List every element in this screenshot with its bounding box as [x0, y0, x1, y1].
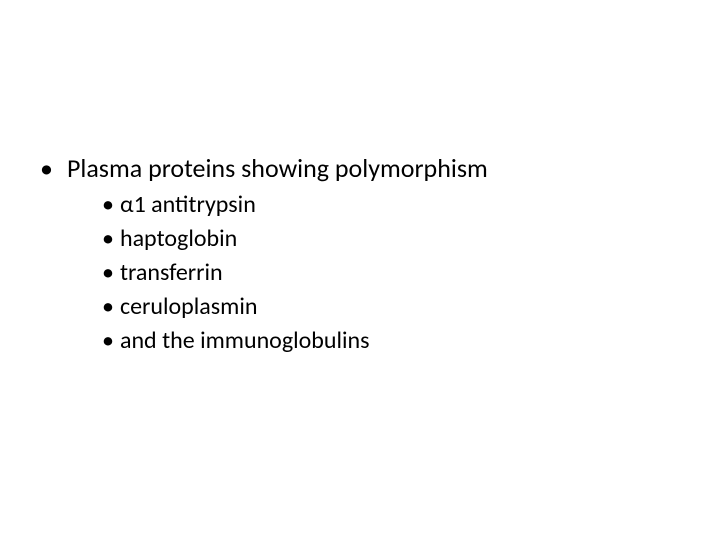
- sub-bullet-item: • ceruloplasmin: [102, 290, 488, 324]
- sub-bullet-item: • α1 antitrypsin: [102, 188, 488, 222]
- bullet-icon: •: [102, 256, 114, 290]
- sub-bullet-item: • and the immunoglobulins: [102, 324, 488, 358]
- sub-item-text: haptoglobin: [120, 222, 237, 256]
- sub-bullet-item: • haptoglobin: [102, 222, 488, 256]
- sub-item-text: and the immunoglobulins: [120, 324, 370, 358]
- sub-item-text: α1 antitrypsin: [120, 188, 256, 222]
- bullet-icon: •: [102, 222, 114, 256]
- main-item-text: Plasma proteins showing polymorphism: [67, 150, 488, 186]
- bullet-icon: •: [102, 290, 114, 324]
- sub-item-text: ceruloplasmin: [120, 290, 258, 324]
- slide-content: • Plasma proteins showing polymorphism •…: [40, 150, 488, 358]
- sub-item-text: transferrin: [120, 256, 223, 290]
- sub-bullet-list: • α1 antitrypsin • haptoglobin • transfe…: [102, 188, 488, 358]
- bullet-icon: •: [102, 324, 114, 358]
- sub-bullet-item: • transferrin: [102, 256, 488, 290]
- bullet-icon: •: [102, 188, 114, 222]
- main-bullet-item: • Plasma proteins showing polymorphism: [40, 150, 488, 186]
- bullet-icon: •: [40, 150, 53, 186]
